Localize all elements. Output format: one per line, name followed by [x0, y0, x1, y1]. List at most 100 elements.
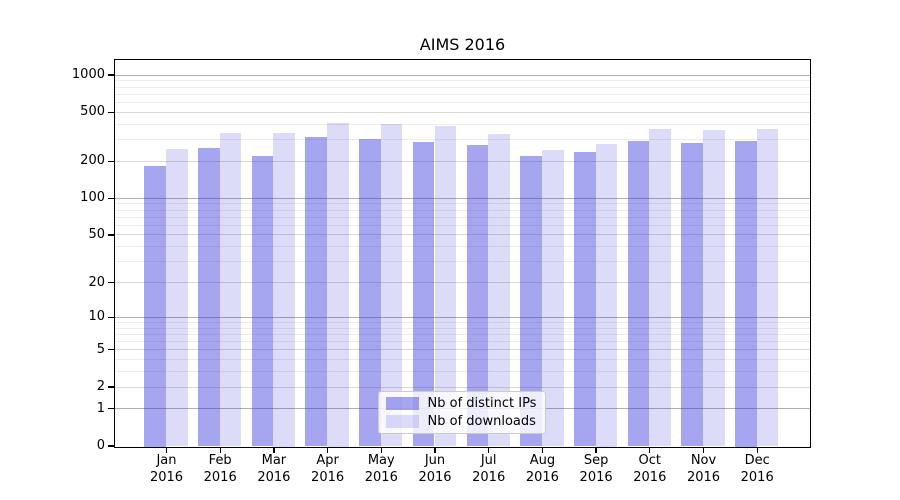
gridline-600	[114, 101, 810, 103]
gridline-6	[114, 341, 810, 342]
legend-label-downloads: Nb of downloads	[427, 413, 536, 429]
y-tick-label-100: 100	[80, 190, 105, 206]
y-tick-label-20: 20	[88, 274, 105, 290]
gridline-5	[114, 349, 810, 351]
y-tick-label-200: 200	[80, 153, 105, 169]
bar-distinct-ips-apr	[305, 136, 328, 447]
y-tick-label-500: 500	[80, 104, 105, 120]
chart-title: AIMS 2016	[419, 35, 506, 54]
y-tick-mark-1000	[107, 74, 114, 76]
x-tick-label-may: May 2016	[364, 453, 398, 485]
x-tick-mark-may	[380, 447, 382, 453]
gridline-800	[114, 86, 810, 88]
legend-swatch-distinct-ips	[385, 397, 419, 411]
bar-downloads-dec	[756, 129, 779, 447]
gridline-700	[114, 93, 810, 95]
y-tick-mark-200	[107, 160, 114, 162]
y-tick-label-1000: 1000	[71, 67, 105, 82]
bar-downloads-nov	[703, 129, 725, 447]
gridline-7	[114, 333, 810, 335]
gridline-200	[114, 160, 810, 162]
x-tick-mark-apr	[326, 447, 329, 453]
y-tick-mark-1	[107, 408, 114, 410]
gridline-100	[114, 197, 810, 199]
bar-downloads-oct	[649, 128, 671, 447]
x-tick-mark-mar	[273, 447, 275, 453]
y-tick-mark-0	[107, 445, 114, 447]
x-tick-label-aug: Aug 2016	[525, 453, 559, 485]
gridline-8	[114, 327, 810, 329]
bar-distinct-ips-jul	[466, 145, 489, 447]
x-tick-mark-oct	[649, 447, 651, 453]
bar-downloads-sep	[595, 143, 618, 447]
x-tick-label-jan: Jan 2016	[149, 453, 184, 485]
gridline-3	[114, 371, 810, 373]
bar-downloads-jun	[434, 126, 457, 447]
plot-area	[113, 58, 811, 448]
y-tick-mark-20	[107, 281, 114, 284]
y-tick-label-1: 1	[96, 400, 105, 416]
x-tick-label-jun: Jun 2016	[418, 453, 452, 485]
y-tick-mark-10	[107, 316, 114, 318]
bar-downloads-may	[380, 124, 403, 447]
bar-distinct-ips-mar	[251, 156, 274, 447]
gridline-70	[114, 216, 810, 218]
bar-downloads-mar	[273, 133, 296, 447]
x-tick-mark-jul	[488, 447, 490, 453]
x-tick-label-apr: Apr 2016	[311, 453, 345, 485]
gridline-4	[114, 359, 810, 361]
x-tick-label-dec: Dec 2016	[740, 453, 774, 485]
x-tick-mark-jun	[434, 447, 436, 453]
bar-distinct-ips-jun	[412, 142, 435, 447]
legend: Nb of distinct IPs Nb of downloads	[377, 391, 546, 434]
x-tick-label-nov: Nov 2016	[686, 453, 721, 485]
gridline-2	[114, 386, 810, 388]
bar-downloads-feb	[219, 133, 242, 447]
x-tick-mark-feb	[219, 447, 221, 453]
legend-row-distinct-ips: Nb of distinct IPs	[385, 396, 538, 412]
bar-distinct-ips-feb	[198, 148, 220, 447]
gridline-500	[114, 111, 810, 113]
bar-distinct-ips-sep	[573, 151, 596, 447]
y-tick-label-10: 10	[88, 309, 105, 325]
bar-downloads-aug	[541, 150, 564, 447]
legend-row-downloads: Nb of downloads	[385, 413, 538, 429]
bar-downloads-apr	[327, 123, 349, 447]
bar-distinct-ips-nov	[681, 142, 703, 447]
legend-label-distinct-ips: Nb of distinct IPs	[427, 396, 537, 412]
gridline-10	[114, 316, 810, 318]
x-tick-mark-jan	[165, 447, 168, 453]
bar-distinct-ips-dec	[735, 141, 757, 447]
x-tick-label-feb: Feb 2016	[203, 453, 237, 485]
x-tick-label-sep: Sep 2016	[579, 453, 613, 485]
y-tick-mark-500	[107, 111, 114, 113]
bar-distinct-ips-aug	[520, 155, 542, 447]
gridline-30	[114, 261, 810, 263]
x-tick-label-mar: Mar 2016	[257, 453, 291, 485]
gridline-40	[114, 246, 810, 248]
gridline-1000	[114, 74, 810, 76]
x-tick-mark-aug	[541, 447, 544, 453]
x-tick-mark-sep	[595, 447, 597, 453]
bar-downloads-jul	[488, 133, 510, 447]
x-tick-label-oct: Oct 2016	[633, 453, 667, 485]
y-tick-mark-5	[107, 349, 114, 351]
gridline-50	[114, 234, 810, 236]
gridline-20	[114, 282, 810, 283]
y-tick-label-50: 50	[88, 226, 105, 242]
gridline-90	[114, 203, 810, 205]
y-tick-label-0: 0	[96, 438, 105, 453]
gridline-300	[114, 139, 810, 140]
bar-distinct-ips-jan	[144, 165, 166, 447]
x-tick-mark-nov	[702, 447, 705, 453]
y-tick-mark-100	[107, 197, 114, 199]
gridline-900	[114, 80, 810, 82]
y-tick-label-2: 2	[96, 379, 105, 394]
legend-swatch-downloads	[385, 414, 419, 428]
gridline-80	[114, 209, 810, 211]
y-tick-mark-2	[107, 386, 114, 388]
y-tick-mark-50	[107, 234, 114, 236]
gridline-9	[114, 321, 810, 323]
bar-distinct-ips-may	[359, 138, 381, 447]
y-tick-label-5: 5	[96, 341, 105, 357]
